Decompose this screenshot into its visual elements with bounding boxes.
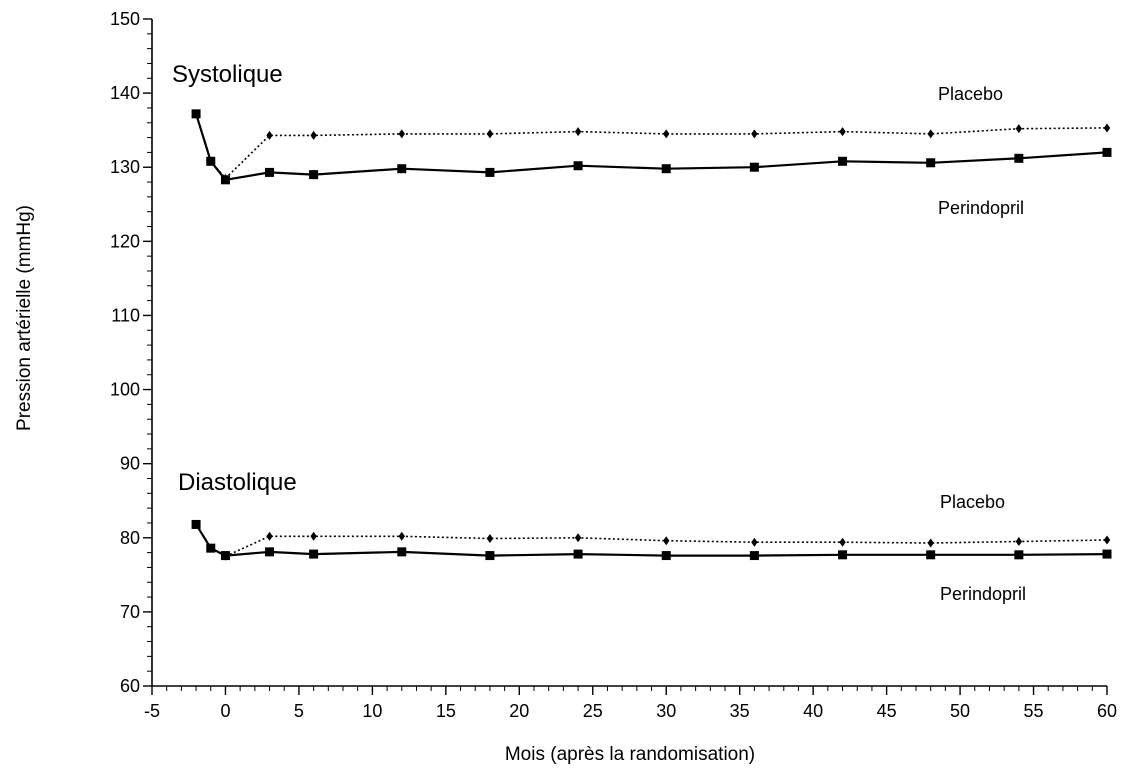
x-tick-label: 55 xyxy=(1024,701,1044,721)
data-point-square xyxy=(1102,147,1112,157)
dia-perindopril-label: Perindopril xyxy=(940,584,1026,604)
data-point-square xyxy=(206,543,216,553)
data-point-diamond xyxy=(310,130,317,140)
data-point-square xyxy=(838,156,848,166)
data-point-square xyxy=(838,550,848,560)
data-point-square xyxy=(265,547,275,557)
data-point-diamond xyxy=(1103,535,1111,545)
x-tick-label: 45 xyxy=(877,701,897,721)
data-point-square xyxy=(926,550,936,560)
diastolic-title: Diastolique xyxy=(178,469,297,496)
series-systolique-perindopril xyxy=(191,109,1112,185)
series-line-diastolique-perindopril xyxy=(195,523,1108,557)
data-point-square xyxy=(749,162,759,172)
x-tick-label: 10 xyxy=(362,701,382,721)
data-point-square xyxy=(1102,549,1112,559)
series-line-systolique-placebo xyxy=(195,113,1108,180)
data-point-square xyxy=(573,549,583,559)
data-point-square xyxy=(265,167,275,177)
data-point-diamond xyxy=(398,129,405,139)
data-point-square xyxy=(1014,153,1024,163)
data-point-diamond xyxy=(751,129,758,139)
x-tick-label: 50 xyxy=(950,701,970,721)
x-tick-label: 20 xyxy=(509,701,529,721)
x-tick-label: 25 xyxy=(583,701,603,721)
data-point-square xyxy=(309,170,319,180)
data-point-square xyxy=(206,156,216,166)
data-point-diamond xyxy=(927,538,934,548)
data-point-square xyxy=(485,551,495,561)
data-point-diamond xyxy=(486,129,494,139)
data-point-square xyxy=(926,158,936,168)
series-line-systolique-perindopril xyxy=(195,113,1108,181)
sys-placebo-label: Placebo xyxy=(938,84,1003,104)
data-point-diamond xyxy=(663,129,670,139)
x-tick-label: 0 xyxy=(220,701,230,721)
x-tick-label: 5 xyxy=(294,701,304,721)
data-point-diamond xyxy=(310,531,317,541)
sys-perindopril-label: Perindopril xyxy=(938,198,1024,218)
data-point-diamond xyxy=(1015,536,1023,546)
data-point-square xyxy=(397,164,407,174)
data-point-square xyxy=(485,167,495,177)
data-point-diamond xyxy=(574,533,582,543)
y-tick-label: 70 xyxy=(120,602,140,622)
x-tick-label: 15 xyxy=(436,701,456,721)
y-tick-label: 110 xyxy=(111,305,140,325)
data-point-diamond xyxy=(839,537,846,547)
data-point-diamond xyxy=(398,531,405,541)
y-tick-label: 90 xyxy=(120,454,140,474)
data-point-square xyxy=(309,549,319,559)
series-layer xyxy=(191,109,1112,561)
y-tick-label: 140 xyxy=(110,83,140,103)
x-tick-label: 30 xyxy=(656,701,676,721)
y-ticks: 60 70 80 90 100 110 120 130 140 150 xyxy=(110,9,152,696)
data-point-square xyxy=(191,109,201,119)
x-axis-title: Mois (après la randomisation) xyxy=(505,744,755,765)
y-tick-label: 60 xyxy=(120,676,140,696)
x-tick-label: 60 xyxy=(1097,701,1117,721)
series-diastolique-perindopril xyxy=(191,519,1112,561)
data-point-square xyxy=(661,164,671,174)
series-line-diastolique-placebo xyxy=(195,523,1108,558)
data-point-diamond xyxy=(751,537,758,547)
data-point-diamond xyxy=(1015,124,1023,134)
x-tick-label: 40 xyxy=(803,701,823,721)
data-point-square xyxy=(1014,550,1024,560)
x-tick-label: -5 xyxy=(144,701,160,721)
y-tick-label: 130 xyxy=(110,157,140,177)
data-point-diamond xyxy=(574,127,582,137)
data-point-diamond xyxy=(1103,123,1111,133)
axes: 60 70 80 90 100 110 120 130 140 150 -5 0 5 10 15 20 25 3… xyxy=(110,9,1117,721)
data-point-square xyxy=(191,519,201,529)
dia-placebo-label: Placebo xyxy=(940,492,1005,512)
data-point-square xyxy=(661,551,671,561)
y-tick-label: 120 xyxy=(110,231,140,251)
data-point-diamond xyxy=(839,127,846,137)
data-point-square xyxy=(220,551,230,561)
data-point-diamond xyxy=(266,130,273,140)
y-tick-label: 80 xyxy=(120,528,140,548)
x-ticks: -5 0 5 10 15 20 25 30 35 40 45 50 55 60 xyxy=(144,686,1117,721)
y-tick-label: 100 xyxy=(110,380,140,400)
y-tick-label: 150 xyxy=(110,9,140,29)
data-point-square xyxy=(749,551,759,561)
systolic-title: Systolique xyxy=(172,61,283,88)
data-point-square xyxy=(397,547,407,557)
data-point-square xyxy=(220,175,230,185)
data-point-diamond xyxy=(486,534,494,544)
series-systolique-placebo xyxy=(192,109,1111,183)
data-point-diamond xyxy=(266,531,273,541)
data-point-diamond xyxy=(927,129,934,139)
y-axis-title: Pression artérielle (mmHg) xyxy=(14,205,35,431)
data-point-square xyxy=(573,161,583,171)
data-point-diamond xyxy=(663,536,670,546)
x-tick-label: 35 xyxy=(730,701,750,721)
